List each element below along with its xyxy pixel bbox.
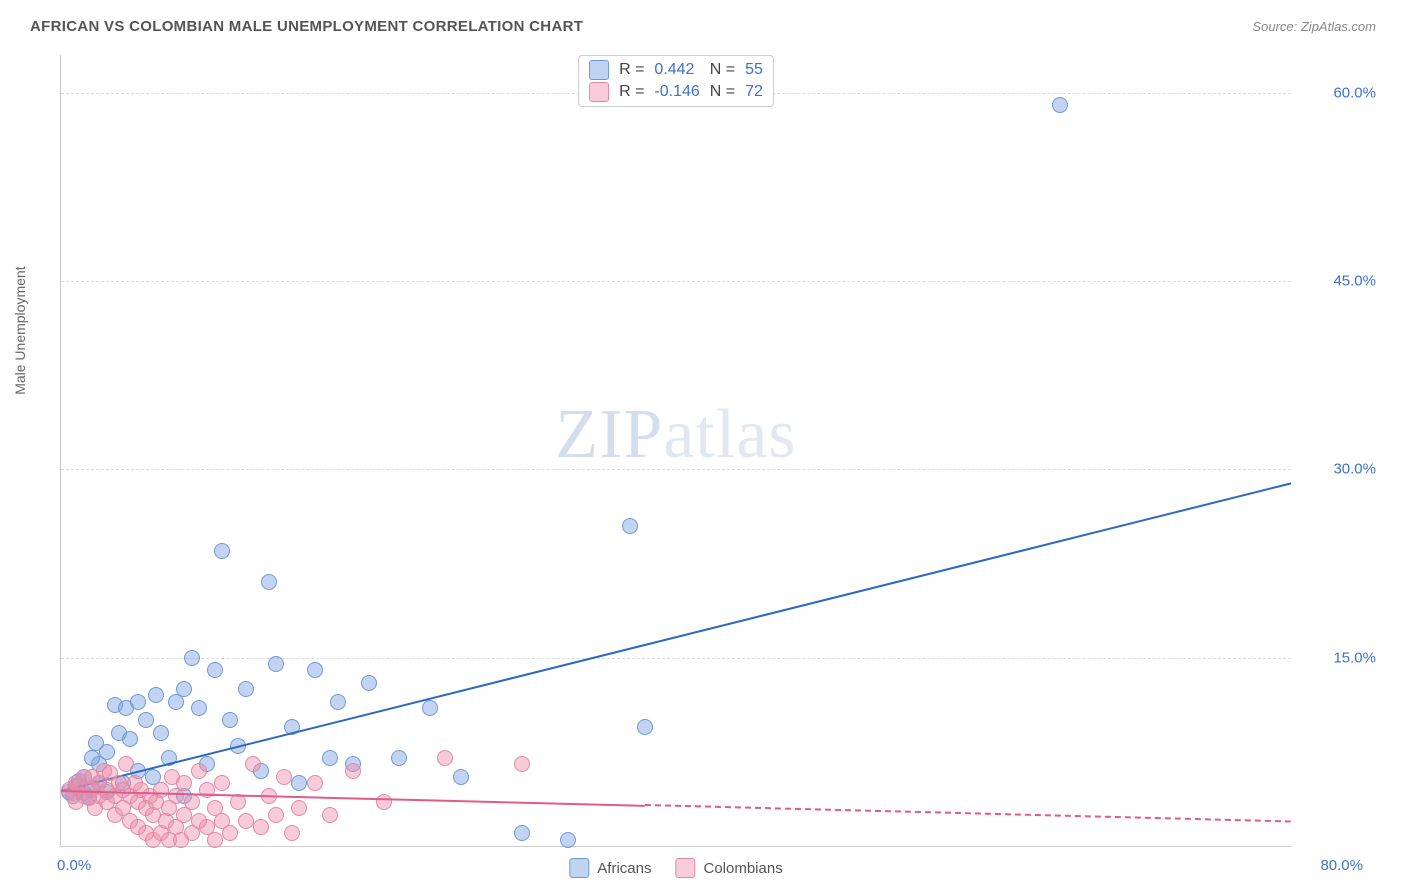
data-point [376,794,392,810]
data-point [184,794,200,810]
correlation-legend: R = 0.442 N = 55 R = -0.146 N = 72 [578,55,774,107]
data-point [361,675,377,691]
y-tick-label: 30.0% [1306,461,1376,478]
data-point [238,681,254,697]
gridline [61,281,1291,282]
data-point [245,756,261,772]
trend-line [61,482,1291,792]
y-axis-label: Male Unemployment [12,266,28,394]
legend-label: Colombians [703,860,782,877]
data-point [322,750,338,766]
data-point [222,825,238,841]
data-point [422,700,438,716]
source-credit: Source: ZipAtlas.com [1252,19,1376,34]
y-tick-label: 60.0% [1306,84,1376,101]
n-value: 55 [745,61,763,79]
data-point [148,687,164,703]
n-label: N = [710,61,735,79]
data-point [261,574,277,590]
source-link[interactable]: ZipAtlas.com [1301,19,1376,34]
watermark: ZIPatlas [555,395,796,475]
chart-title: AFRICAN VS COLOMBIAN MALE UNEMPLOYMENT C… [30,18,583,35]
data-point [291,800,307,816]
r-value: 0.442 [654,61,699,79]
data-point [184,650,200,666]
data-point [191,763,207,779]
legend-swatch [675,858,695,878]
data-point [284,825,300,841]
data-point [153,782,169,798]
data-point [268,807,284,823]
data-point [330,694,346,710]
x-tick-max: 80.0% [1320,857,1363,874]
y-tick-label: 15.0% [1306,649,1376,666]
data-point [253,819,269,835]
legend-swatch [589,82,609,102]
r-label: R = [619,61,644,79]
legend-item: Colombians [675,858,782,878]
r-label: R = [619,83,644,101]
data-point [138,712,154,728]
legend-label: Africans [597,860,651,877]
legend-swatch [589,60,609,80]
data-point [391,750,407,766]
trend-line [645,804,1291,822]
gridline [61,469,1291,470]
data-point [514,756,530,772]
data-point [322,807,338,823]
data-point [122,731,138,747]
data-point [99,744,115,760]
data-point [637,719,653,735]
data-point [207,662,223,678]
data-point [514,825,530,841]
data-point [207,832,223,848]
data-point [222,712,238,728]
data-point [176,681,192,697]
data-point [238,813,254,829]
gridline [61,658,1291,659]
chart-container: Male Unemployment ZIPatlas R =0.442N =55… [50,55,1386,847]
data-point [345,763,361,779]
n-label: N = [710,83,735,101]
data-point [276,769,292,785]
data-point [153,725,169,741]
legend-swatch [569,858,589,878]
data-point [622,518,638,534]
data-point [130,694,146,710]
data-point [291,775,307,791]
data-point [214,775,230,791]
series-legend: Africans Colombians [569,858,782,878]
plot-area: ZIPatlas R =0.442N =55R =-0.146N =72 Afr… [60,55,1291,847]
data-point [453,769,469,785]
data-point [1052,97,1068,113]
data-point [191,700,207,716]
data-point [214,543,230,559]
data-point [560,832,576,848]
x-tick-min: 0.0% [57,857,91,874]
data-point [437,750,453,766]
data-point [268,656,284,672]
n-value: 72 [745,83,763,101]
data-point [118,756,134,772]
data-point [307,775,323,791]
legend-item: Africans [569,858,651,878]
r-value: -0.146 [654,83,699,101]
data-point [176,775,192,791]
y-tick-label: 45.0% [1306,273,1376,290]
data-point [307,662,323,678]
